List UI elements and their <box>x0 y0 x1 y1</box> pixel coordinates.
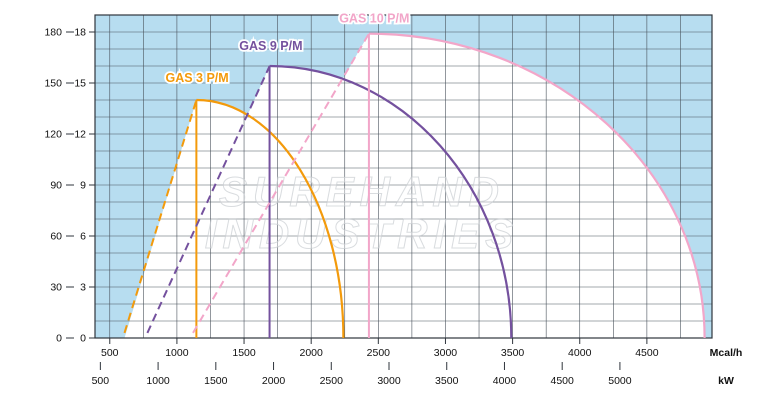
mmh2o-axis-tick-label: 120 <box>44 129 62 141</box>
mcal-axis-tick-label: 1500 <box>232 347 256 359</box>
kw-axis-tick-label: 2500 <box>320 375 344 387</box>
mcal-axis-tick-label: 500 <box>101 347 119 359</box>
mbar-axis-tick-label: 18 <box>74 27 86 39</box>
mmh2o-axis-tick-label: 0 <box>56 333 62 345</box>
mmh2o-axis-tick-label: 180 <box>44 27 62 39</box>
mmh2o-axis-tick-label: 60 <box>50 231 62 243</box>
kw-axis-tick-label: 500 <box>92 375 110 387</box>
gas-3-p-m-label: GAS 3 P/M <box>165 71 228 85</box>
gas-9-p-m-label: GAS 9 P/M <box>239 39 302 53</box>
mcal-axis-tick-label: 3000 <box>434 347 458 359</box>
gas-9-p-m-min-output-dashed-line <box>146 65 271 334</box>
watermark-text: SUREHAND <box>219 168 505 215</box>
mbar-axis-tick-label: 0 <box>80 333 86 345</box>
mcal-axis-tick-label: 3500 <box>501 347 525 359</box>
mbar-axis-tick-label: 15 <box>74 78 86 90</box>
kw-axis-tick-label: 1000 <box>146 375 170 387</box>
gas-10-p-m-working-area <box>193 33 705 338</box>
mbar-axis-tick-label: 9 <box>80 180 86 192</box>
watermark-text: INDUSTRIES <box>205 210 519 257</box>
mcal-axis-unit-label: Mcal/h <box>710 347 743 359</box>
mbar-axis-tick-label: 3 <box>80 282 86 294</box>
mcal-axis-tick-label: 4500 <box>635 347 659 359</box>
gas-3-p-m-min-output-dashed-line <box>123 99 198 334</box>
kw-axis-tick-label: 2000 <box>262 375 286 387</box>
mmh2o-axis-tick-label: 90 <box>50 180 62 192</box>
kw-axis-tick-label: 4000 <box>493 375 517 387</box>
mbar-axis-tick-label: 6 <box>80 231 86 243</box>
mmh2o-axis-tick-label: 150 <box>44 78 62 90</box>
kw-axis-tick-label: 3500 <box>435 375 459 387</box>
kw-axis-unit-label: kW <box>718 375 734 387</box>
kw-axis-tick-label: 1500 <box>204 375 228 387</box>
gas-3-p-m-pressure-curve <box>196 98 345 339</box>
mcal-axis-tick-label: 2000 <box>300 347 324 359</box>
kw-axis-tick-label: 4500 <box>551 375 575 387</box>
kw-axis-tick-label: 3000 <box>377 375 401 387</box>
gas-9-p-m-pressure-curve <box>269 64 513 339</box>
plot-border <box>94 14 713 339</box>
kw-axis-tick-label: 5000 <box>608 375 632 387</box>
mcal-axis-tick-label: 2500 <box>367 347 391 359</box>
mcal-axis-tick-label: 4000 <box>568 347 592 359</box>
gas-10-p-m-label: GAS 10 P/M <box>339 12 409 26</box>
mbar-axis-tick-label: 12 <box>74 129 86 141</box>
mcal-axis-tick-label: 1000 <box>165 347 189 359</box>
gas-10-p-m-min-output-dashed-line <box>192 33 370 334</box>
gas-10-p-m-pressure-curve <box>368 32 706 339</box>
mmh2o-axis-tick-label: 30 <box>50 282 62 294</box>
